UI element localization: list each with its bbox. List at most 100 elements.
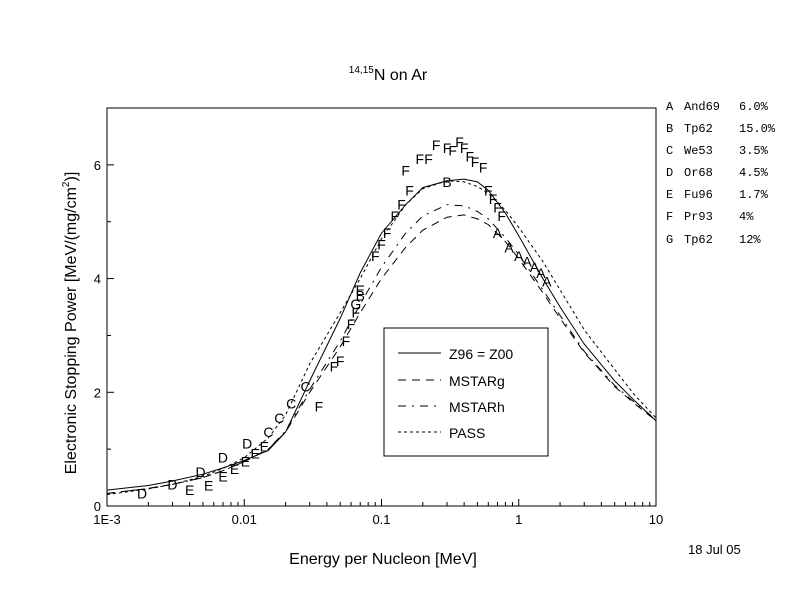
series-line-pass bbox=[106, 180, 657, 496]
ref-letter-c: C bbox=[666, 144, 673, 158]
date-stamp: 18 Jul 05 bbox=[688, 542, 741, 557]
chart-title: 14,15N on Ar bbox=[349, 65, 428, 84]
data-point-c: C bbox=[286, 396, 296, 412]
data-point-b: B bbox=[356, 288, 365, 304]
data-point-f: F bbox=[391, 208, 400, 224]
data-point-d: D bbox=[218, 450, 228, 466]
ref-error-d: 4.5% bbox=[739, 166, 769, 180]
data-point-f: F bbox=[497, 208, 506, 224]
x-tick-label: 1E-3 bbox=[93, 512, 120, 527]
data-point-e: E bbox=[250, 446, 259, 462]
ref-letter-e: E bbox=[666, 188, 673, 202]
data-point-e: E bbox=[241, 454, 250, 470]
data-point-f: F bbox=[383, 225, 392, 241]
data-point-c: C bbox=[263, 424, 273, 440]
data-point-f: F bbox=[466, 148, 475, 164]
title-superscript: 14,15 bbox=[349, 65, 374, 76]
data-point-e: E bbox=[218, 468, 227, 484]
y-axis-title-superscript: 2 bbox=[61, 181, 72, 187]
ref-error-a: 6.0% bbox=[739, 100, 769, 114]
legend-label-mstarg: MSTARg bbox=[449, 373, 505, 389]
x-tick-label: 0.01 bbox=[232, 512, 257, 527]
y-axis-title-tail: )] bbox=[63, 172, 80, 182]
data-point-f: F bbox=[315, 399, 324, 415]
data-point-a: A bbox=[504, 239, 514, 255]
data-point-e: E bbox=[185, 482, 194, 498]
legend: Z96 = Z00 MSTARg MSTARh PASS bbox=[383, 327, 549, 457]
data-point-f: F bbox=[405, 182, 414, 198]
ref-letter-f: F bbox=[666, 210, 673, 224]
data-point-f: F bbox=[401, 163, 410, 179]
ref-letter-b: B bbox=[666, 122, 673, 136]
data-point-f: F bbox=[432, 137, 441, 153]
data-point-d: D bbox=[242, 435, 252, 451]
ref-name-c: We53 bbox=[684, 144, 713, 158]
data-point-a: A bbox=[536, 265, 546, 281]
data-point-d: D bbox=[195, 464, 205, 480]
data-point-f: F bbox=[377, 236, 386, 252]
data-point-a: A bbox=[493, 225, 503, 241]
data-point-f: F bbox=[443, 140, 452, 156]
legend-label-pass: PASS bbox=[449, 425, 485, 441]
ref-error-e: 1.7% bbox=[739, 188, 769, 202]
data-point-a: A bbox=[514, 248, 524, 264]
data-point-f: F bbox=[330, 359, 339, 375]
data-point-f: F bbox=[489, 191, 498, 207]
plot-frame bbox=[106, 107, 657, 507]
x-tick-label: 10 bbox=[649, 512, 663, 527]
data-point-b: B bbox=[442, 174, 451, 190]
title-main: N on Ar bbox=[374, 67, 428, 84]
data-point-f: F bbox=[371, 248, 380, 264]
curves-layer bbox=[106, 178, 657, 496]
data-point-d: D bbox=[167, 476, 177, 492]
data-point-d: D bbox=[137, 485, 147, 501]
axes-layer: 1E-3 0.01 0.1 1 10 0 2 4 6 bbox=[93, 107, 663, 527]
data-point-f: F bbox=[424, 151, 433, 167]
legend-label-z96: Z96 = Z00 bbox=[449, 346, 513, 362]
data-point-f: F bbox=[352, 305, 361, 321]
ref-error-f: 4% bbox=[739, 210, 754, 224]
data-point-e: E bbox=[230, 461, 239, 477]
data-point-g: G bbox=[350, 296, 361, 312]
ref-error-c: 3.5% bbox=[739, 144, 769, 158]
data-point-a: A bbox=[522, 254, 532, 270]
data-point-f: F bbox=[460, 140, 469, 156]
data-point-a: A bbox=[530, 259, 540, 275]
data-point-f: F bbox=[479, 160, 488, 176]
data-point-f: F bbox=[448, 143, 457, 159]
data-point-e: E bbox=[356, 282, 365, 298]
ref-name-a: And69 bbox=[684, 100, 720, 114]
series-line-mstarg bbox=[106, 214, 657, 494]
data-point-c: C bbox=[301, 379, 311, 395]
legend-box bbox=[383, 327, 549, 457]
ref-letter-a: A bbox=[666, 100, 674, 114]
ref-name-g: Tp62 bbox=[684, 233, 713, 247]
data-point-f: F bbox=[493, 200, 502, 216]
ref-error-b: 15.0% bbox=[739, 122, 776, 136]
ref-letter-g: G bbox=[666, 233, 673, 247]
data-point-f: F bbox=[415, 151, 424, 167]
data-point-f: F bbox=[484, 182, 493, 198]
ref-name-e: Fu96 bbox=[684, 188, 713, 202]
ref-letter-d: D bbox=[666, 166, 673, 180]
legend-label-mstarh: MSTARh bbox=[449, 399, 505, 415]
y-tick-label: 0 bbox=[94, 499, 101, 514]
ref-error-g: 12% bbox=[739, 233, 761, 247]
x-tick-label: 0.1 bbox=[372, 512, 390, 527]
ref-name-d: Or68 bbox=[684, 166, 713, 180]
y-tick-label: 4 bbox=[94, 272, 101, 287]
data-point-e: E bbox=[204, 478, 213, 494]
data-point-f: F bbox=[347, 316, 356, 332]
data-point-f: F bbox=[471, 154, 480, 170]
y-tick-label: 6 bbox=[94, 158, 101, 173]
data-point-e: E bbox=[260, 438, 269, 454]
ref-name-f: Pr93 bbox=[684, 210, 713, 224]
data-point-f: F bbox=[455, 134, 464, 150]
data-point-f: F bbox=[342, 333, 351, 349]
series-line-z96-z00 bbox=[106, 178, 657, 491]
data-point-c: C bbox=[274, 410, 284, 426]
x-axis-title: Energy per Nucleon [MeV] bbox=[289, 551, 477, 568]
data-point-a: A bbox=[542, 273, 552, 289]
